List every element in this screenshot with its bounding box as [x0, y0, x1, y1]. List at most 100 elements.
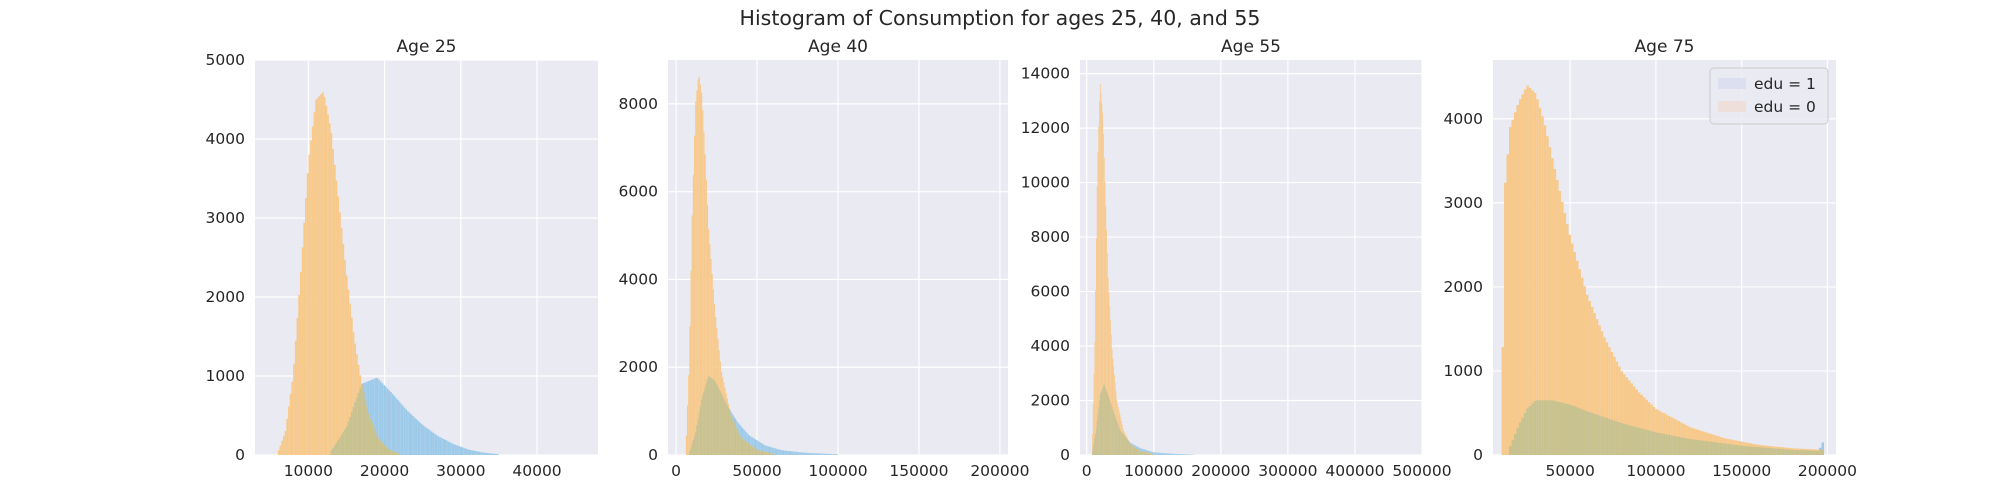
bar-edu1 [758, 441, 760, 455]
bar-edu0 [1097, 152, 1099, 455]
bar-overlap [1610, 419, 1614, 455]
bar-overlap [1816, 450, 1820, 455]
bar-edu0 [322, 92, 324, 456]
bar-edu0 [325, 105, 328, 455]
y-tick-label: 0 [1060, 446, 1070, 464]
bar-overlap [1104, 386, 1106, 455]
bar-overlap [383, 444, 385, 455]
bar-edu1 [1156, 452, 1158, 455]
bar-overlap [1613, 420, 1616, 455]
legend-label: edu = 0 [1754, 98, 1816, 116]
bar-overlap [1120, 431, 1122, 455]
bar-overlap [733, 422, 735, 455]
bar-overlap [696, 425, 698, 455]
bar-overlap [1670, 435, 1673, 455]
bar-edu1 [818, 453, 820, 455]
bar-overlap [1518, 422, 1522, 455]
bar-overlap [1098, 407, 1100, 455]
bar-overlap [1109, 399, 1111, 455]
bar-edu1 [427, 429, 430, 455]
bar-edu1 [459, 446, 462, 455]
bar-overlap [1819, 449, 1822, 455]
bar-overlap [1122, 433, 1124, 455]
bar-overlap [1672, 435, 1676, 455]
legend-swatch [1718, 78, 1746, 89]
bar-edu0 [1650, 404, 1653, 455]
bar-edu1 [835, 454, 837, 455]
bar-overlap [1799, 450, 1802, 455]
y-tick-label: 0 [1473, 446, 1483, 464]
x-tick-label: 20000 [360, 462, 409, 480]
bar-edu0 [1566, 223, 1569, 455]
bar-edu0 [701, 92, 703, 455]
bar-overlap [1737, 445, 1740, 455]
bar-edu1 [369, 380, 372, 455]
bar-edu1 [795, 451, 798, 455]
bar-edu1 [432, 432, 435, 455]
x-tick-label: 0 [671, 462, 681, 480]
bar-edu0 [1630, 383, 1634, 455]
panel-age-55: Age 55 0 100000 200000 300000 400000 500000 0 20… [1021, 37, 1452, 480]
bar-edu1 [468, 449, 471, 455]
bar-overlap [1139, 450, 1140, 455]
bar-overlap [1135, 447, 1136, 455]
bar-edu1 [1165, 453, 1167, 455]
bar-edu1 [780, 450, 782, 455]
bar-overlap [695, 431, 697, 455]
bar-edu0 [296, 317, 299, 455]
bar-edu0 [1110, 334, 1112, 455]
bar-edu1 [488, 453, 491, 455]
histogram-bars [277, 92, 499, 456]
bar-edu0 [306, 173, 309, 456]
bar-edu0 [337, 196, 340, 455]
bar-edu0 [1600, 331, 1604, 455]
bar-edu0 [315, 99, 317, 455]
bar-overlap [739, 436, 741, 455]
bar-overlap [702, 395, 704, 455]
bar-edu0 [277, 450, 280, 455]
bar-edu0 [288, 406, 290, 455]
bar-overlap [1134, 447, 1136, 455]
bar-overlap [379, 440, 382, 455]
bar-edu0 [698, 76, 700, 455]
bar-edu1 [765, 445, 767, 455]
bar-edu1 [1179, 454, 1181, 455]
bar-overlap [1137, 449, 1139, 455]
bar-edu0 [1578, 269, 1581, 455]
bar-edu1 [801, 452, 803, 455]
bar-edu1 [464, 448, 467, 455]
bar-overlap [1794, 450, 1797, 455]
bar-overlap [1153, 453, 1155, 455]
bar-edu0 [1513, 112, 1517, 456]
bar-edu0 [692, 175, 695, 456]
bar-edu0 [1105, 205, 1107, 455]
bar-edu1 [782, 450, 785, 455]
bar-overlap [1129, 443, 1131, 455]
bar-overlap [1103, 384, 1105, 455]
bar-overlap [716, 384, 718, 455]
x-tick-label: 0 [1082, 462, 1092, 480]
bar-overlap [1566, 403, 1569, 455]
bar-overlap [1685, 438, 1688, 455]
bar-overlap [1769, 448, 1772, 455]
panel-title: Age 75 [1635, 37, 1695, 57]
bar-overlap [396, 453, 399, 455]
bar-overlap [1145, 452, 1147, 455]
bar-edu1 [1157, 452, 1159, 455]
figure-title: Histogram of Consumption for ages 25, 40… [740, 6, 1261, 30]
bar-overlap [759, 450, 761, 455]
panel-title: Age 40 [808, 37, 868, 57]
bar-edu0 [318, 95, 321, 456]
bar-edu0 [1093, 373, 1095, 455]
bar-overlap [1680, 437, 1683, 455]
bar-edu0 [305, 198, 307, 455]
bar-overlap [1509, 446, 1512, 455]
x-tick-label: 100000 [1124, 462, 1183, 480]
bar-edu1 [820, 453, 822, 455]
bar-edu1 [752, 437, 754, 455]
bar-edu1 [1164, 453, 1166, 455]
bar-edu0 [1652, 406, 1656, 455]
bar-edu1 [1821, 442, 1824, 455]
bar-edu0 [293, 363, 295, 455]
bar-edu1 [819, 453, 821, 455]
